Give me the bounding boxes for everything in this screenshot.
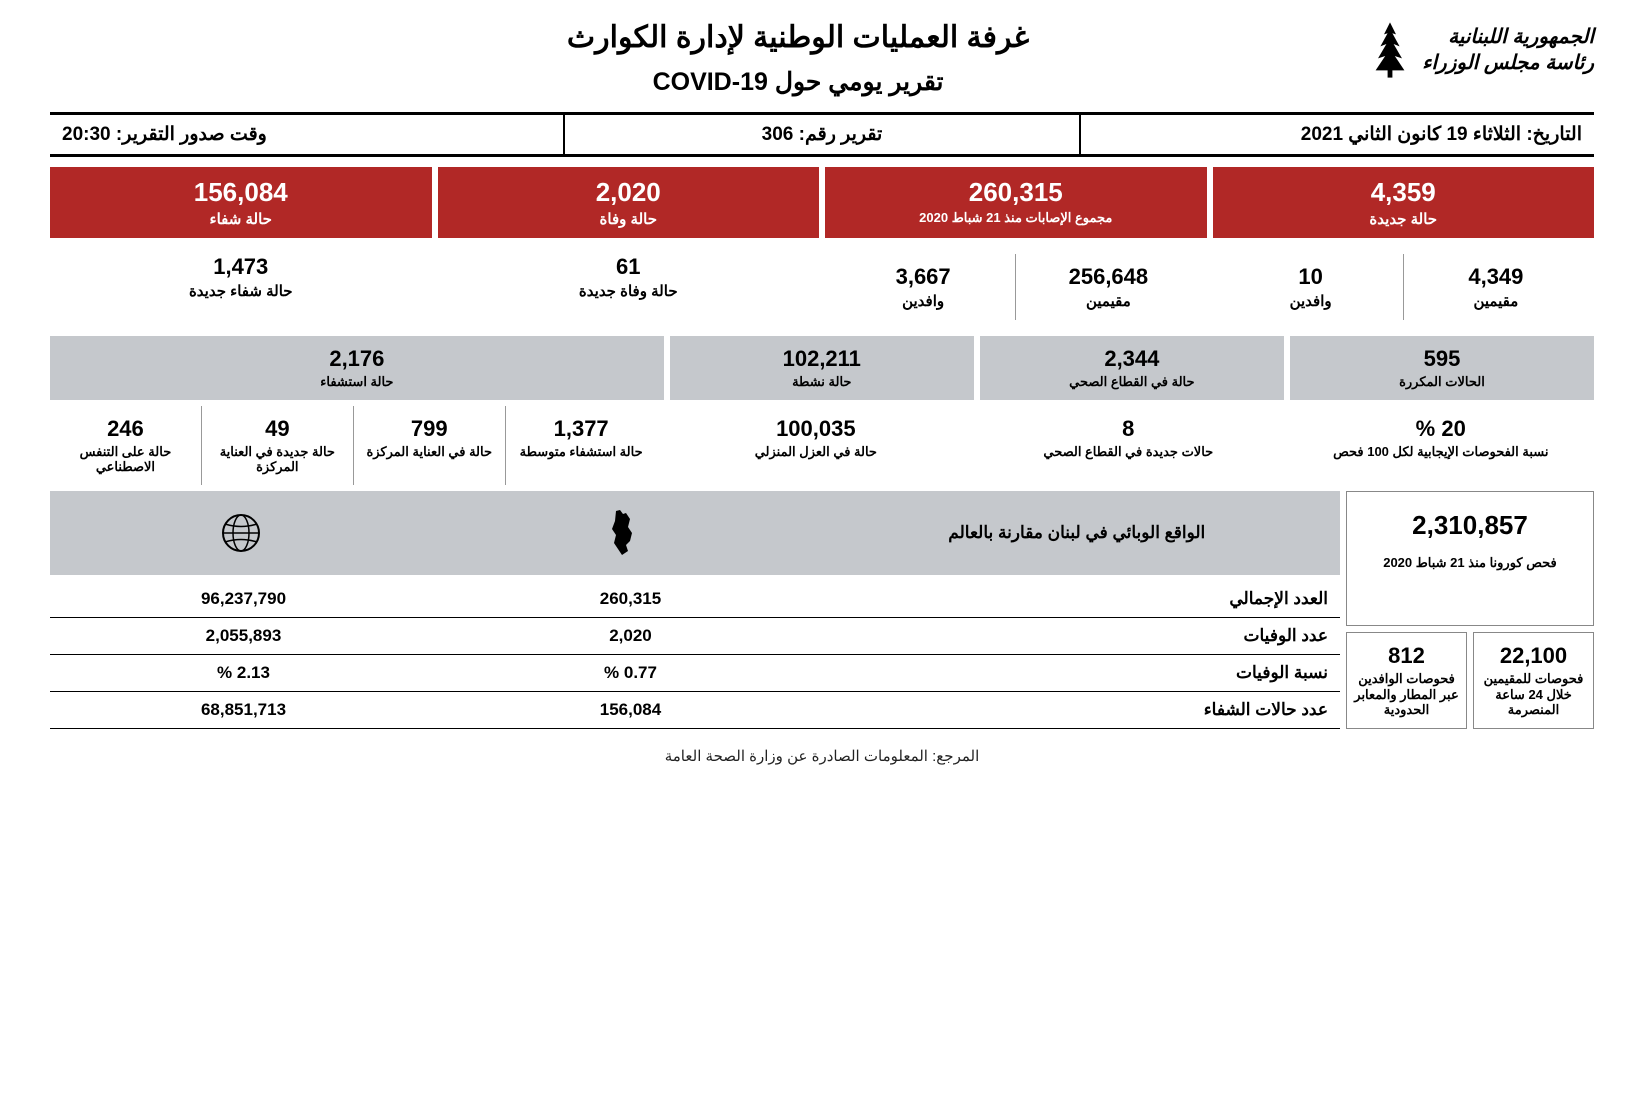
stat-new-cases: 4,359 حالة جديدة [1213,167,1595,238]
table-row: عدد الوفيات2,0202,055,893 [50,617,1340,654]
globe-icon [50,491,432,575]
main-title: غرفة العمليات الوطنية لإدارة الكوارث [230,20,1366,55]
info-bar: التاريخ: الثلاثاء 19 كانون الثاني 2021 ت… [50,112,1594,157]
logo-line2: رئاسة مجلس الوزراء [1422,50,1594,76]
row-gray: 595الحالات المكررة 2,344حالة في القطاع ا… [50,336,1594,400]
lower-section: 2,310,857 فحص كورونا منذ 21 شباط 2020 22… [50,491,1594,729]
stat-recovered: 156,084 حالة شفاء [50,167,432,238]
gov-logo: الجمهورية اللبنانية رئاسة مجلس الوزراء [1366,20,1594,80]
stat-hospitalized: 2,176حالة استشفاء [50,336,664,400]
stat-total-cases: 260,315 مجموع الإصابات منذ 21 شباط 2020 [825,167,1207,238]
logo-line1: الجمهورية اللبنانية [1422,24,1594,50]
time-value: 20:30 [62,124,111,145]
table-row: العدد الإجمالي260,31596,237,790 [50,581,1340,618]
sub-title: تقرير يومي حول COVID-19 [230,67,1366,97]
date-value: الثلاثاء 19 كانون الثاني 2021 [1301,124,1521,145]
table-row: نسبة الوفيات0.77 %2.13 % [50,654,1340,691]
comparison-table: العدد الإجمالي260,31596,237,790عدد الوفي… [50,581,1340,729]
comparison-header: الواقع الوبائي في لبنان مقارنة بالعالم [50,491,1340,575]
time-label: وقت صدور التقرير: [116,124,267,145]
row-red: 4,359 حالة جديدة 260,315 مجموع الإصابات … [50,167,1594,238]
stat-deaths: 2,020 حالة وفاة [438,167,820,238]
new-breakdown: 4,349مقيمين 10وافدين [1213,244,1595,330]
stat-active: 102,211حالة نشطة [670,336,974,400]
stat-repeated: 595الحالات المكررة [1290,336,1594,400]
new-deaths: 61حالة وفاة جديدة [438,244,820,330]
new-health-sector: 8حالات جديدة في القطاع الصحي [975,406,1281,485]
new-recovered: 1,473حالة شفاء جديدة [50,244,432,330]
tests-residents: 22,100فحوصات للمقيمين خلال 24 ساعة المنص… [1473,632,1594,729]
stat-health-sector: 2,344حالة في القطاع الصحي [980,336,1284,400]
lebanon-icon [432,491,814,575]
report-label: تقرير رقم: [799,124,883,145]
positivity: 20 %نسبة الفحوصات الإيجابية لكل 100 فحص [1288,406,1594,485]
row-details: 20 %نسبة الفحوصات الإيجابية لكل 100 فحص … [50,406,1594,485]
cedar-icon [1366,20,1414,80]
report-value: 306 [762,124,794,145]
comparison-title: الواقع الوبائي في لبنان مقارنة بالعالم [814,491,1340,575]
footer-reference: المرجع: المعلومات الصادرة عن وزارة الصحة… [50,747,1594,765]
table-row: عدد حالات الشفاء156,08468,851,713 [50,691,1340,728]
tests-arrivals: 812فحوصات الوافدين عبر المطار والمعابر ا… [1346,632,1467,729]
hospital-detail: 1,377حالة استشفاء متوسطة 799حالة في العن… [50,406,657,485]
date-label: التاريخ: [1526,124,1582,145]
total-tests: 2,310,857 فحص كورونا منذ 21 شباط 2020 [1346,491,1594,626]
row-breakdown: 4,349مقيمين 10وافدين 256,648مقيمين 3,667… [50,244,1594,330]
total-breakdown: 256,648مقيمين 3,667وافدين [825,244,1207,330]
home-isolation: 100,035حالة في العزل المنزلي [663,406,969,485]
